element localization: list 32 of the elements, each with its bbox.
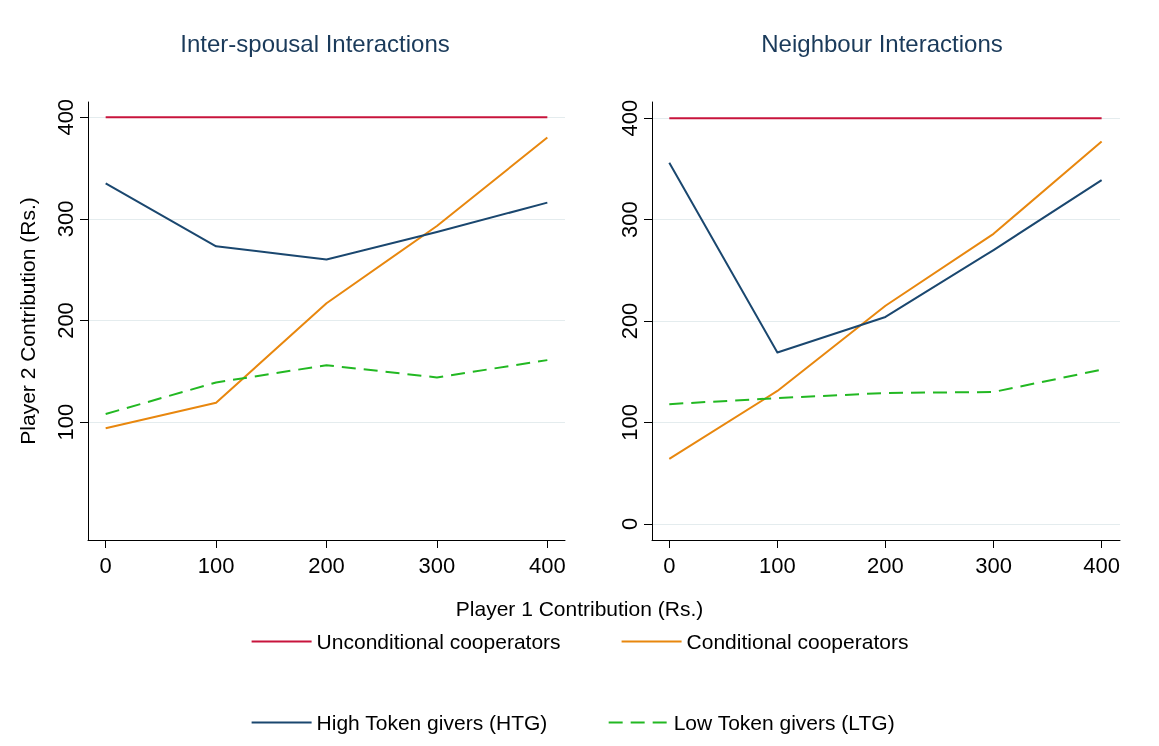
- x-tick-label: 100: [197, 552, 235, 578]
- line-series: [104, 182, 549, 261]
- y-tick-label: 400: [616, 99, 642, 137]
- line-series: [104, 136, 549, 430]
- chart-title: Neighbour Interactions: [761, 29, 1003, 57]
- legend-label: Conditional cooperators: [686, 630, 909, 653]
- y-tick-label: 100: [52, 403, 78, 441]
- y-tick-label: 300: [616, 201, 642, 238]
- chart-title: Inter-spousal Interactions: [180, 29, 450, 57]
- x-axis-title: Player 1 Contribution (Rs.): [455, 597, 704, 620]
- y-axis-title: Player 2 Contribution (Rs.): [16, 197, 39, 445]
- y-tick-label: 100: [616, 404, 642, 441]
- y-tick-label: 0: [616, 517, 642, 530]
- x-tick-label: 400: [1083, 552, 1120, 578]
- x-tick-label: 300: [975, 552, 1012, 578]
- x-tick-label: 200: [308, 552, 345, 578]
- legend-label: Low Token givers (LTG): [673, 711, 895, 734]
- x-tick-label: 300: [418, 552, 456, 578]
- x-tick-label: 0: [663, 552, 676, 578]
- line-series: [668, 161, 1103, 354]
- y-tick-label: 200: [52, 302, 78, 339]
- x-tick-label: 0: [99, 552, 112, 578]
- x-tick-label: 400: [528, 552, 566, 578]
- x-tick-label: 200: [867, 552, 904, 578]
- x-tick-label: 100: [759, 552, 796, 578]
- legend-label: High Token givers (HTG): [316, 711, 548, 734]
- y-tick-label: 200: [616, 302, 642, 340]
- legend-label: Unconditional cooperators: [316, 630, 561, 653]
- line-series: [668, 140, 1103, 460]
- line-series: [104, 359, 549, 415]
- y-tick-label: 300: [52, 200, 78, 238]
- y-tick-label: 400: [52, 98, 78, 136]
